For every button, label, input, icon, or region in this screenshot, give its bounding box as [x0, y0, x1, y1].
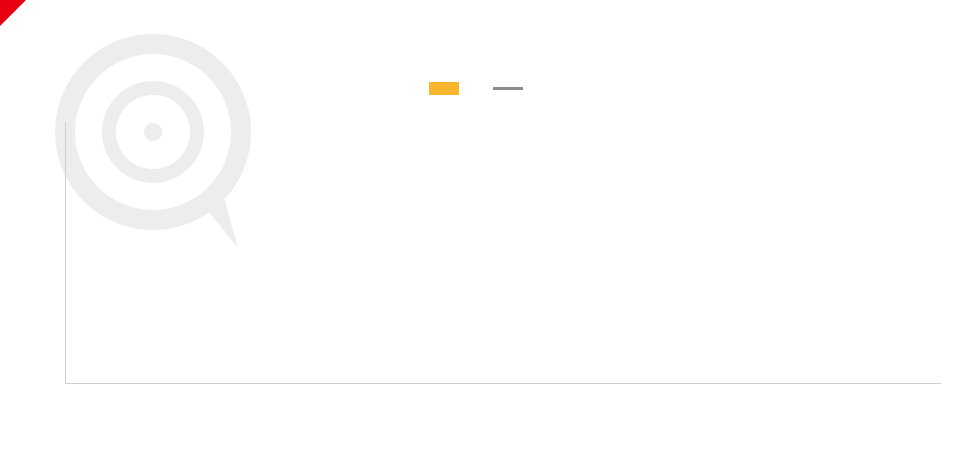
legend-item-bar [429, 82, 467, 95]
legend [0, 82, 960, 95]
bar-series-swatch [429, 82, 459, 95]
plot-area [65, 122, 941, 384]
line-series-swatch [493, 87, 523, 90]
source-line [48, 434, 58, 451]
legend-item-line [493, 87, 531, 90]
corner-accent [0, 0, 26, 26]
